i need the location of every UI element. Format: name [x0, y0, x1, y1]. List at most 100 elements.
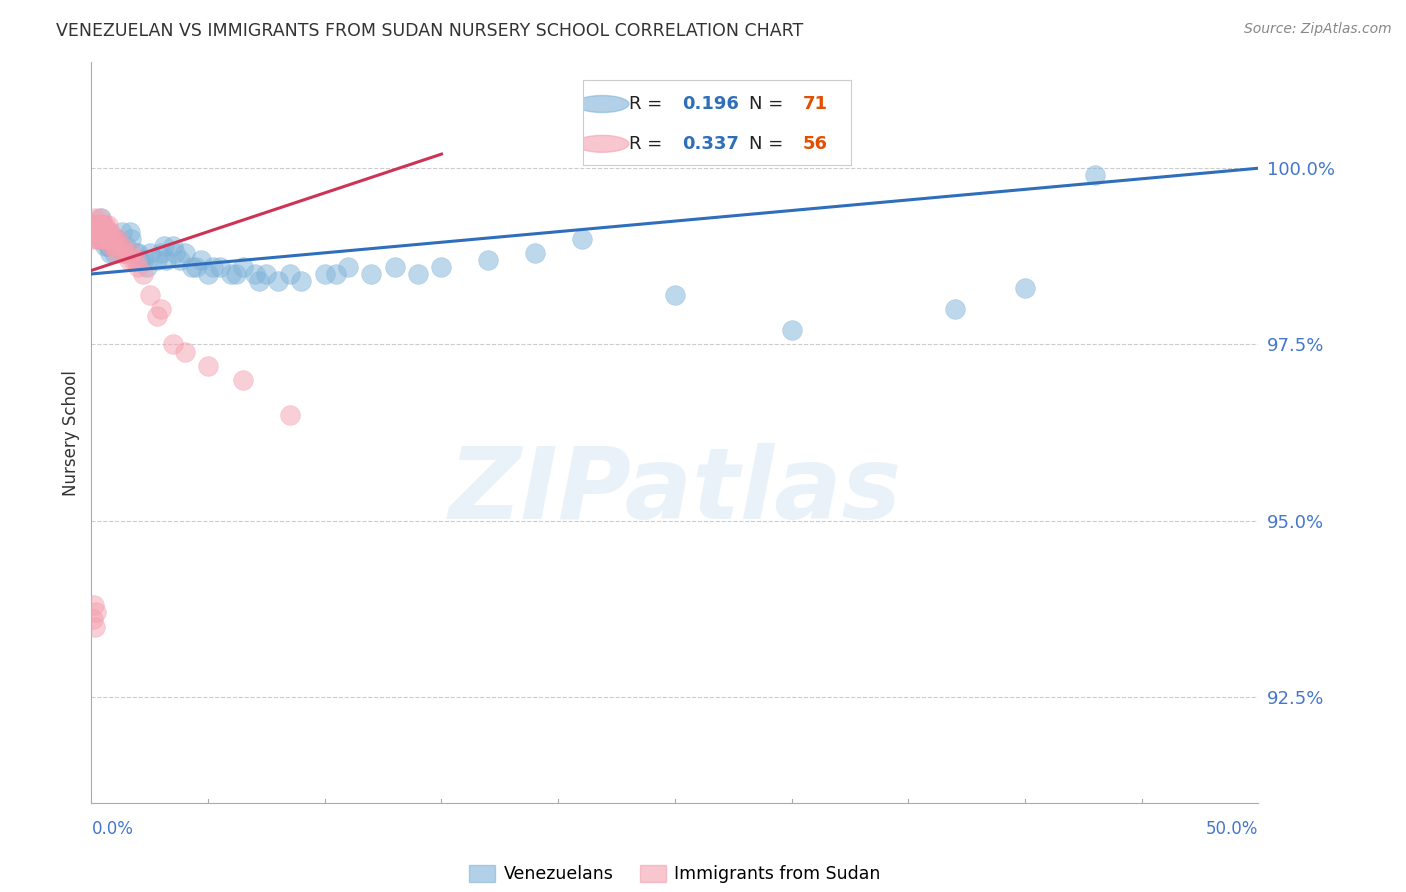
Point	[165, 245, 187, 260]
Point	[138, 288, 162, 302]
Point	[93, 232, 115, 246]
Point	[256, 267, 278, 281]
Point	[406, 267, 429, 281]
Point	[90, 225, 112, 239]
Point	[86, 232, 108, 246]
Point	[132, 252, 155, 267]
Point	[150, 302, 173, 317]
Point	[90, 225, 112, 239]
Point	[523, 245, 546, 260]
Point	[155, 252, 177, 267]
Point	[1084, 168, 1107, 182]
Y-axis label: Nursery School: Nursery School	[62, 369, 80, 496]
Point	[129, 252, 152, 267]
Point	[82, 225, 104, 239]
Point	[93, 232, 115, 246]
Point	[100, 239, 122, 253]
Point	[208, 260, 231, 274]
Point	[173, 344, 195, 359]
Circle shape	[575, 136, 628, 153]
Point	[97, 218, 120, 232]
Circle shape	[575, 95, 628, 112]
Point	[96, 232, 118, 246]
Point	[127, 260, 149, 274]
Point	[118, 252, 141, 267]
Point	[337, 260, 360, 274]
Point	[90, 232, 112, 246]
Point	[111, 239, 134, 253]
Point	[221, 267, 243, 281]
Point	[84, 218, 107, 232]
Point	[180, 260, 202, 274]
Point	[169, 252, 191, 267]
Point	[89, 232, 111, 246]
Text: Source: ZipAtlas.com: Source: ZipAtlas.com	[1244, 22, 1392, 37]
Point	[86, 218, 108, 232]
Point	[232, 373, 254, 387]
Text: R =: R =	[628, 135, 668, 153]
Text: 56: 56	[803, 135, 828, 153]
Text: 0.0%: 0.0%	[91, 821, 134, 838]
Point	[94, 218, 117, 232]
Text: 0.196: 0.196	[682, 95, 740, 113]
Point	[96, 225, 118, 239]
Point	[225, 267, 247, 281]
Point	[97, 239, 120, 253]
Point	[115, 245, 138, 260]
Point	[197, 359, 219, 373]
Point	[83, 619, 105, 633]
Point	[360, 267, 382, 281]
Point	[103, 239, 125, 253]
Point	[91, 218, 114, 232]
Point	[136, 260, 159, 274]
Point	[430, 260, 453, 274]
Point	[96, 225, 118, 239]
Point	[325, 267, 347, 281]
Point	[90, 218, 112, 232]
Point	[138, 245, 162, 260]
Point	[84, 225, 107, 239]
Point	[93, 225, 115, 239]
Point	[103, 245, 125, 260]
Point	[104, 232, 127, 246]
Point	[111, 245, 134, 260]
Point	[243, 267, 266, 281]
Text: VENEZUELAN VS IMMIGRANTS FROM SUDAN NURSERY SCHOOL CORRELATION CHART: VENEZUELAN VS IMMIGRANTS FROM SUDAN NURS…	[56, 22, 803, 40]
Point	[100, 232, 122, 246]
Point	[571, 232, 593, 246]
Legend: Venezuelans, Immigrants from Sudan: Venezuelans, Immigrants from Sudan	[463, 858, 887, 890]
Point	[278, 267, 301, 281]
Point	[173, 245, 195, 260]
Point	[108, 239, 131, 253]
Point	[90, 211, 112, 225]
Text: 71: 71	[803, 95, 828, 113]
Point	[94, 225, 117, 239]
Point	[132, 267, 155, 281]
Point	[82, 612, 104, 626]
Point	[122, 252, 145, 267]
Point	[384, 260, 406, 274]
Point	[190, 252, 212, 267]
Text: 50.0%: 50.0%	[1206, 821, 1258, 838]
Point	[145, 252, 167, 267]
Point	[98, 232, 121, 246]
Point	[115, 239, 138, 253]
Point	[93, 232, 115, 246]
Point	[101, 239, 124, 253]
Point	[664, 288, 686, 302]
Point	[162, 239, 184, 253]
Point	[120, 245, 142, 260]
Point	[87, 218, 110, 232]
Point	[94, 239, 117, 253]
Text: N =: N =	[749, 135, 789, 153]
Point	[105, 232, 128, 246]
Text: N =: N =	[749, 95, 789, 113]
Point	[118, 225, 141, 239]
Point	[104, 239, 127, 253]
Point	[91, 218, 114, 232]
Point	[83, 599, 105, 613]
Point	[86, 218, 108, 232]
Point	[162, 337, 184, 351]
Point	[111, 225, 134, 239]
Point	[112, 245, 135, 260]
